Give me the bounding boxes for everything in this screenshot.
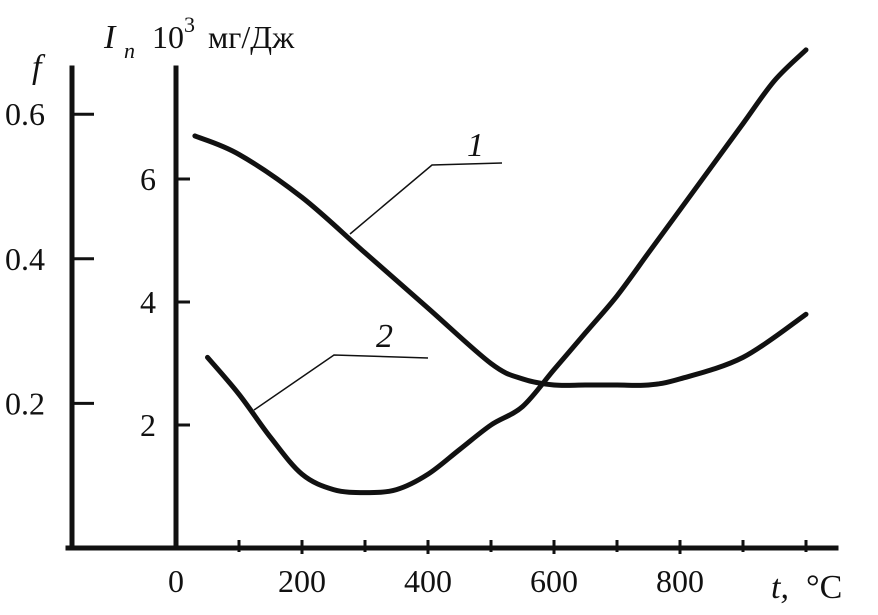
series-1-line	[192, 133, 809, 388]
x-tick-label: 600	[530, 563, 578, 599]
f-tick-label: 0.4	[5, 241, 45, 277]
y-right-unit: мг/Дж	[208, 19, 295, 55]
annotations: 1 2	[253, 127, 503, 411]
axes	[65, 65, 839, 551]
series-2-annotation: 2	[376, 318, 393, 355]
x-tick-label: 400	[404, 563, 452, 599]
x-axis-label-symbol: t,	[771, 569, 789, 606]
x-axis-label-unit: °C	[806, 569, 842, 606]
In-tick-label: 2	[140, 407, 156, 443]
x-tick-label: 800	[656, 563, 704, 599]
y-right-unit-exp: 3	[184, 12, 195, 37]
y-right-axis-label: I	[103, 19, 117, 56]
x-tick-label: 200	[278, 563, 326, 599]
y-right-unit-base: 10	[152, 19, 184, 55]
series-2-leader	[253, 354, 429, 411]
y-right-axis-label-sub: n	[124, 38, 135, 63]
f-tick-label: 0.6	[5, 96, 45, 132]
In-tick-label: 6	[140, 161, 156, 197]
series-1-leader	[349, 162, 503, 235]
axis-labels: f I n 10 3 мг/Дж t, °C	[32, 12, 842, 606]
series-2-line	[205, 47, 809, 496]
ticks: 0 200 400 600 800 0.2 0.4 0.6 2 4 6	[5, 96, 808, 599]
series	[192, 47, 809, 496]
y-left-axis-label: f	[32, 49, 46, 86]
In-tick-label: 4	[140, 284, 156, 320]
x-tick-label: 0	[168, 563, 184, 599]
series-1-annotation: 1	[467, 127, 484, 164]
f-tick-label: 0.2	[5, 385, 45, 421]
